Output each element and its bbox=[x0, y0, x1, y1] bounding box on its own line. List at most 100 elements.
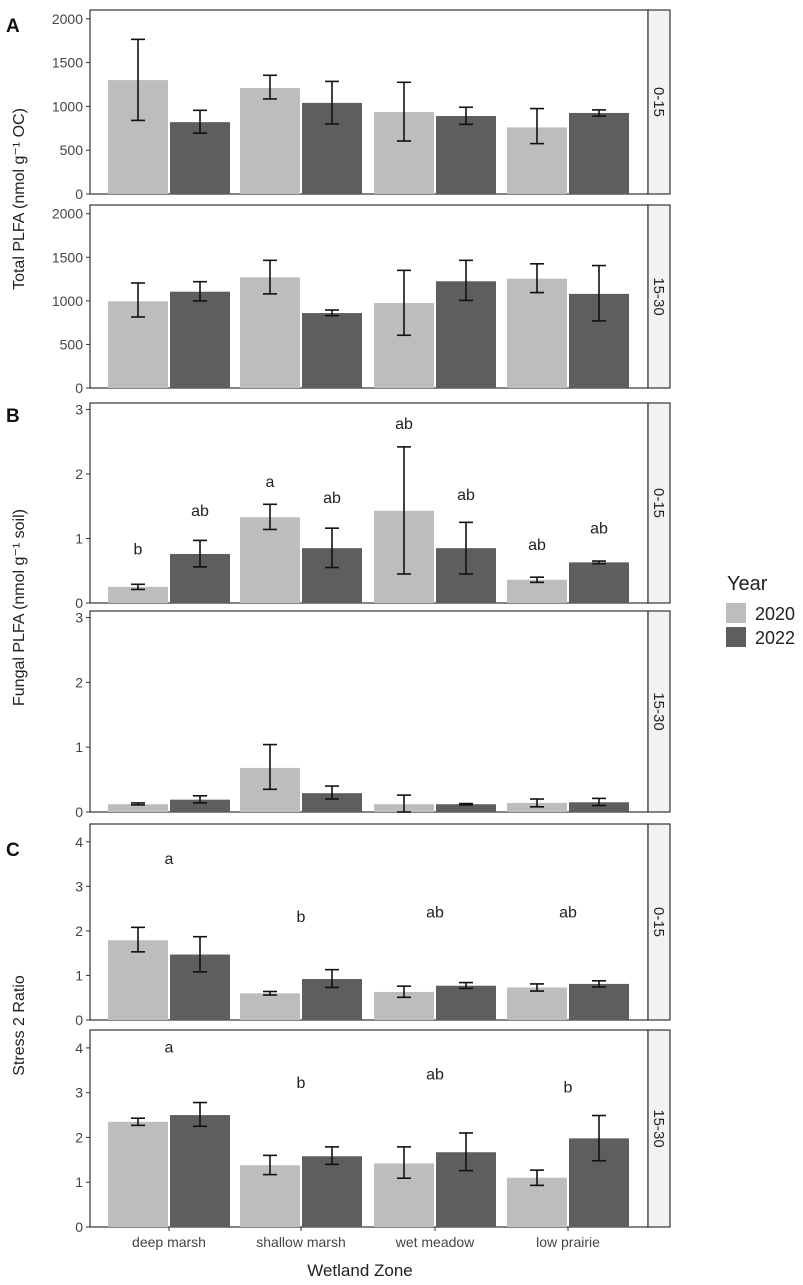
panel-a-facet-15-30-y-tick-label-1500: 1500 bbox=[52, 249, 83, 265]
panel-b-facet-0-15-annotation-deep-marsh-2020: b bbox=[134, 542, 143, 559]
panel-c-facet-0-15-bar-low-prairie-2020 bbox=[507, 987, 567, 1020]
panel-a-facet-15-30-y-tick-label-2000: 2000 bbox=[52, 206, 83, 222]
panel-a-facet-15-30-y-tick-label-0: 0 bbox=[75, 380, 83, 396]
panel-c-facet-15-30-annotation-low-prairie-pair: b bbox=[564, 1080, 573, 1097]
panel-a-facet-15-30-bar-deep-marsh-2022 bbox=[170, 291, 230, 388]
panel-c-facet-0-15-y-tick-label-3: 3 bbox=[75, 878, 83, 894]
panel-c-facet-15-30-strip bbox=[647, 1029, 671, 1228]
panel-a-letter: A bbox=[6, 16, 20, 37]
panel-c-facet-0-15-strip-label: 0-15 bbox=[650, 907, 667, 937]
panel-b-facet-15-30-y-tick-label-0: 0 bbox=[75, 804, 83, 820]
panel-a-facet-0-15-bar-shallow-marsh-2020 bbox=[240, 87, 300, 194]
panel-b-facet-0-15-annotation-low-prairie-2022: ab bbox=[590, 520, 608, 537]
panel-b-facet-15-30-bar-low-prairie-2022 bbox=[569, 802, 629, 812]
panel-b-facet-0-15-annotation-deep-marsh-2022: ab bbox=[191, 503, 209, 520]
panel-b-facet-15-30-plot-frame bbox=[89, 610, 649, 813]
panel-b-facet-0-15-y-tick-label-1: 1 bbox=[75, 530, 83, 546]
panel-b-facet-15-30-strip-label: 15-30 bbox=[650, 692, 667, 730]
panel-a-facet-15-30-strip bbox=[647, 204, 671, 389]
panel-b-facet-15-30-strip bbox=[647, 610, 671, 813]
panel-c-facet-15-30-y-tick-label-1: 1 bbox=[75, 1174, 83, 1190]
panel-b-facet-0-15-bar-low-prairie-2022 bbox=[569, 562, 629, 603]
panel-b-facet-0-15-strip bbox=[647, 402, 671, 604]
panel-b-facet-0-15-bar-deep-marsh-2020 bbox=[108, 586, 168, 603]
panel-b-facet-0-15-annotation-shallow-marsh-2020: a bbox=[266, 474, 275, 491]
panel-a-facet-0-15-y-tick-label-0: 0 bbox=[75, 186, 83, 202]
panel-c-facet-15-30-y-tick-label-2: 2 bbox=[75, 1129, 83, 1145]
panel-a-facet-0-15-strip-label: 0-15 bbox=[650, 87, 667, 117]
panel-c-facet-0-15-bar-deep-marsh-2020 bbox=[108, 940, 168, 1020]
panel-a-facet-15-30-bar-low-prairie-2020 bbox=[507, 278, 567, 388]
panel-b: B Fungal PLFA (nmol g⁻¹ soil) 0-15 0 1 2 3 b ab a… bbox=[6, 401, 671, 820]
panel-b-facet-0-15-annotation-shallow-marsh-2022: ab bbox=[323, 490, 341, 507]
panel-c-facet-0-15-y-tick-label-4: 4 bbox=[75, 834, 83, 850]
panel-b-facet-15-30-bar-deep-marsh-2020 bbox=[108, 804, 168, 812]
x-tick-label-deep-marsh: deep marsh bbox=[132, 1234, 206, 1250]
panel-c-facet-0-15-y-tick-label-2: 2 bbox=[75, 923, 83, 939]
panel-c-facet-15-30-annotation-shallow-marsh-pair: b bbox=[297, 1075, 306, 1092]
panel-a-facet-0-15-strip bbox=[647, 9, 671, 195]
panel-b-facet-0-15-strip-label: 0-15 bbox=[650, 488, 667, 518]
panel-b-facet-15-30: 15-30 0 1 2 3 bbox=[75, 609, 671, 820]
panel-c-facet-15-30-annotation-wet-meadow-pair: ab bbox=[426, 1066, 444, 1083]
panel-c-facet-15-30-y-tick-label-3: 3 bbox=[75, 1085, 83, 1101]
panel-c-facet-15-30-bar-deep-marsh-2020 bbox=[108, 1121, 168, 1227]
panel-c-facet-15-30-annotation-deep-marsh-pair: a bbox=[165, 1039, 174, 1056]
panel-b-facet-15-30-bar-deep-marsh-2022 bbox=[170, 799, 230, 812]
panel-a-facet-15-30: 15-30 0 500 1000 1500 2000 bbox=[52, 204, 671, 396]
panel-a-facet-0-15-y-tick-label-1500: 1500 bbox=[52, 55, 83, 71]
panel-c-y-axis-title: Stress 2 Ratio bbox=[11, 975, 28, 1076]
legend: Year 2020 2022 bbox=[726, 573, 795, 648]
panel-c-facet-0-15-y-tick-label-0: 0 bbox=[75, 1012, 83, 1028]
panel-a-facet-0-15-y-tick-label-1000: 1000 bbox=[52, 98, 83, 114]
panel-c-letter: C bbox=[6, 840, 20, 861]
panel-c-facet-15-30-y-tick-label-4: 4 bbox=[75, 1040, 83, 1056]
panel-c-facet-0-15-bar-low-prairie-2022 bbox=[569, 983, 629, 1020]
x-tick-label-shallow-marsh: shallow marsh bbox=[256, 1234, 345, 1250]
panel-a-y-axis-title: Total PLFA (nmol g⁻¹ OC) bbox=[11, 108, 28, 290]
panel-a-facet-15-30-bar-shallow-marsh-2022 bbox=[302, 313, 362, 388]
panel-a-facet-0-15-bar-wet-meadow-2022 bbox=[436, 116, 496, 194]
panel-a: A Total PLFA (nmol g⁻¹ OC) 0-15 0 500 1000 150… bbox=[6, 9, 671, 396]
panel-c-facet-15-30-bar-deep-marsh-2022 bbox=[170, 1115, 230, 1227]
panel-b-facet-0-15-y-tick-label-3: 3 bbox=[75, 401, 83, 417]
legend-swatch-2022 bbox=[726, 627, 746, 647]
panel-b-facet-0-15-y-tick-label-0: 0 bbox=[75, 595, 83, 611]
panel-b-y-axis-title: Fungal PLFA (nmol g⁻¹ soil) bbox=[11, 509, 28, 706]
x-axis-title: Wetland Zone bbox=[307, 1261, 413, 1280]
panel-c-facet-0-15-annotation-wet-meadow-pair: ab bbox=[426, 905, 444, 922]
panel-b-letter: B bbox=[6, 406, 20, 427]
panel-c-facet-0-15-bar-wet-meadow-2022 bbox=[436, 985, 496, 1020]
panel-a-facet-0-15-y-tick-label-500: 500 bbox=[60, 142, 84, 158]
panel-c-facet-0-15-y-tick-label-1: 1 bbox=[75, 967, 83, 983]
legend-title: Year bbox=[727, 573, 768, 595]
panel-a-facet-0-15: 0-15 0 500 1000 1500 2000 bbox=[52, 9, 671, 202]
panel-c-facet-15-30-bar-shallow-marsh-2020 bbox=[240, 1165, 300, 1227]
panel-c-facet-15-30-bar-shallow-marsh-2022 bbox=[302, 1156, 362, 1227]
panel-b-facet-15-30-bar-shallow-marsh-2022 bbox=[302, 793, 362, 812]
x-tick-label-wet-meadow: wet meadow bbox=[395, 1234, 475, 1250]
panel-a-facet-0-15-bar-deep-marsh-2022 bbox=[170, 122, 230, 194]
panel-b-facet-15-30-bar-wet-meadow-2022 bbox=[436, 804, 496, 812]
panel-c-facet-0-15-strip bbox=[647, 823, 671, 1021]
panel-a-facet-15-30-y-tick-label-1000: 1000 bbox=[52, 293, 83, 309]
panel-c-facet-0-15-annotation-low-prairie-pair: ab bbox=[559, 905, 577, 922]
panel-b-facet-15-30-y-tick-label-2: 2 bbox=[75, 674, 83, 690]
panel-a-facet-0-15-y-tick-label-2000: 2000 bbox=[52, 11, 83, 27]
panel-c-facet-0-15-bar-shallow-marsh-2020 bbox=[240, 993, 300, 1020]
panel-b-facet-0-15: 0-15 0 1 2 3 b ab a ab ab ab ab ab bbox=[75, 401, 671, 611]
legend-swatch-2020 bbox=[726, 603, 746, 623]
x-tick-label-low-prairie: low prairie bbox=[536, 1234, 600, 1250]
panel-a-facet-15-30-bar-shallow-marsh-2020 bbox=[240, 277, 300, 388]
panel-b-facet-15-30-y-tick-label-1: 1 bbox=[75, 739, 83, 755]
panel-c-facet-15-30-strip-label: 15-30 bbox=[650, 1109, 667, 1147]
panel-a-facet-15-30-strip-label: 15-30 bbox=[650, 277, 667, 315]
panel-a-facet-15-30-y-tick-label-500: 500 bbox=[60, 336, 84, 352]
panel-b-facet-0-15-annotation-wet-meadow-2022: ab bbox=[457, 487, 475, 504]
panel-c-facet-0-15-annotation-shallow-marsh-pair: b bbox=[297, 909, 306, 926]
